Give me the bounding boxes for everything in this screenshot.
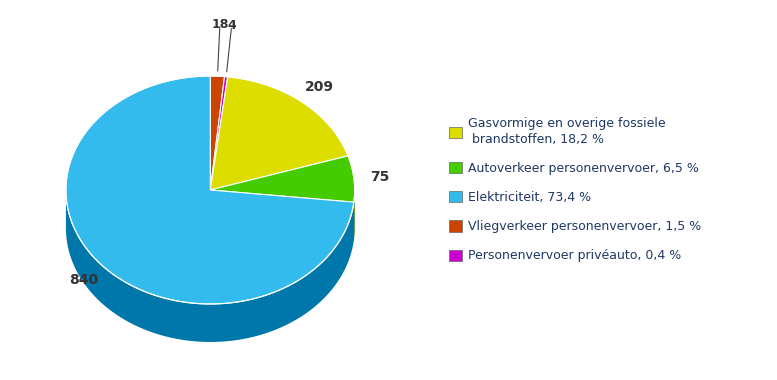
Polygon shape xyxy=(66,76,354,304)
Text: 75: 75 xyxy=(370,170,389,184)
Polygon shape xyxy=(211,77,348,190)
Legend: Gasvormige en overige fossiele
 brandstoffen, 18,2 %, Autoverkeer personenvervoe: Gasvormige en overige fossiele brandstof… xyxy=(449,117,701,263)
Polygon shape xyxy=(66,192,354,342)
Text: 209: 209 xyxy=(305,79,334,93)
Polygon shape xyxy=(211,156,354,202)
Text: 18: 18 xyxy=(211,18,228,32)
Text: 840: 840 xyxy=(69,273,98,287)
Polygon shape xyxy=(211,190,354,240)
Polygon shape xyxy=(211,76,228,190)
Polygon shape xyxy=(211,190,354,240)
Text: 4: 4 xyxy=(227,19,236,32)
Polygon shape xyxy=(211,76,225,190)
